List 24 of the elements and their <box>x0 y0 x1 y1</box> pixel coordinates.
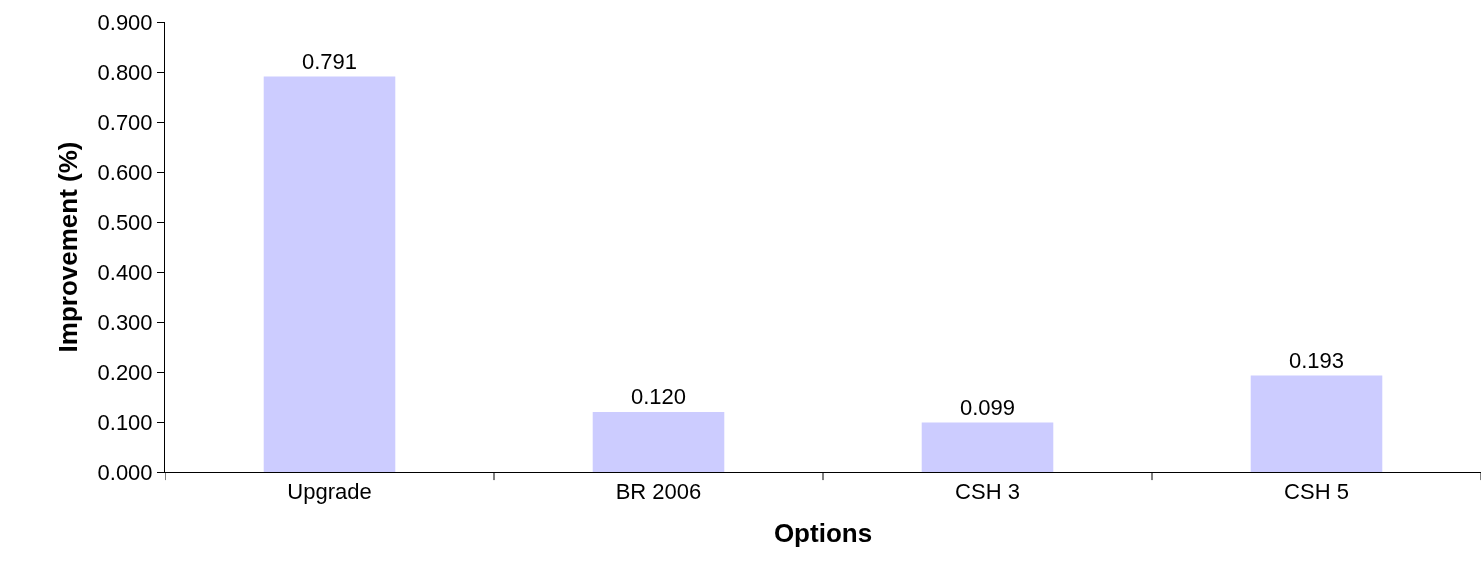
y-tick-label: 0.500 <box>97 209 153 235</box>
x-axis-title: Options <box>773 518 873 549</box>
y-tick-label: 0.000 <box>97 459 153 485</box>
bar <box>592 412 725 472</box>
x-tick-label: Upgrade <box>287 479 372 505</box>
y-tick-label: 0.400 <box>97 259 153 285</box>
x-tick-label: CSH 5 <box>1284 479 1349 505</box>
y-axis-title: Improvement (%) <box>52 141 83 353</box>
y-tick-label: 0.200 <box>97 359 153 385</box>
bar <box>921 422 1054 472</box>
x-tick-label: CSH 3 <box>955 479 1020 505</box>
x-tick-label: BR 2006 <box>615 479 702 505</box>
y-tick-label: 0.900 <box>97 9 153 35</box>
y-tick-label: 0.600 <box>97 159 153 185</box>
y-tick-label: 0.300 <box>97 309 153 335</box>
data-label: 0.120 <box>630 384 687 409</box>
data-label: 0.791 <box>301 48 358 74</box>
bar <box>1250 375 1383 472</box>
bar <box>263 76 396 472</box>
data-label: 0.193 <box>1288 347 1345 373</box>
data-label: 0.099 <box>959 394 1016 420</box>
y-tick-label: 0.800 <box>97 59 153 85</box>
y-tick-label: 0.100 <box>97 409 153 435</box>
y-tick-label: 0.700 <box>97 109 153 135</box>
